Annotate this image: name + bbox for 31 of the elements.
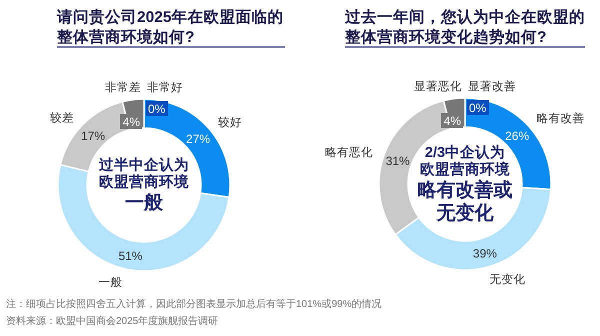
data-label: 31% bbox=[386, 154, 410, 168]
data-label: 26% bbox=[505, 129, 530, 144]
text: 2/3中企认为 bbox=[424, 144, 506, 161]
text: 0% bbox=[148, 102, 166, 116]
slice-label: 较差 bbox=[50, 111, 74, 124]
data-label: 17% bbox=[81, 128, 106, 143]
chart-title: 请问贵公司2025年在欧盟面临的整体营商环境如何? bbox=[56, 8, 284, 46]
text: 过半中企认为 bbox=[98, 156, 189, 174]
text: 一般 bbox=[125, 192, 164, 214]
text: 资料来源：欧盟中国商会2025年度旗舰报告调研 bbox=[6, 315, 218, 327]
text: 无变化 bbox=[436, 202, 494, 224]
text: 略有改善或 bbox=[418, 179, 512, 201]
data-label: 39% bbox=[472, 246, 498, 261]
slice-label: 略有恶化 bbox=[324, 146, 373, 159]
slice-label: 显著恶化 bbox=[414, 80, 462, 93]
slice-label: 较好 bbox=[218, 116, 242, 129]
data-label: 4% bbox=[122, 115, 140, 129]
chart-title: 过去一年间，您认为中企在欧盟的整体营商环境变化趋势如何? bbox=[344, 8, 585, 46]
text: 注：细项占比按照四舍五入计算，因此部分图表显示加总后有等于101%或99%的情况 bbox=[6, 298, 382, 310]
text: 欧盟营商环境 bbox=[420, 160, 511, 178]
category-label: 显著改善 bbox=[468, 81, 516, 93]
slice-label: 一般 bbox=[98, 276, 122, 290]
slice-label: 无变化 bbox=[489, 272, 526, 286]
text: 欧盟营商环境 bbox=[99, 172, 190, 190]
data-label: 51% bbox=[118, 249, 143, 264]
slice-label: 略有改善 bbox=[536, 110, 584, 125]
text: 0% bbox=[469, 101, 486, 115]
category-label: 非常好 bbox=[147, 82, 183, 94]
data-label: 27% bbox=[186, 132, 210, 146]
slice-label: 非常差 bbox=[105, 81, 141, 94]
data-label: 4% bbox=[444, 114, 462, 128]
